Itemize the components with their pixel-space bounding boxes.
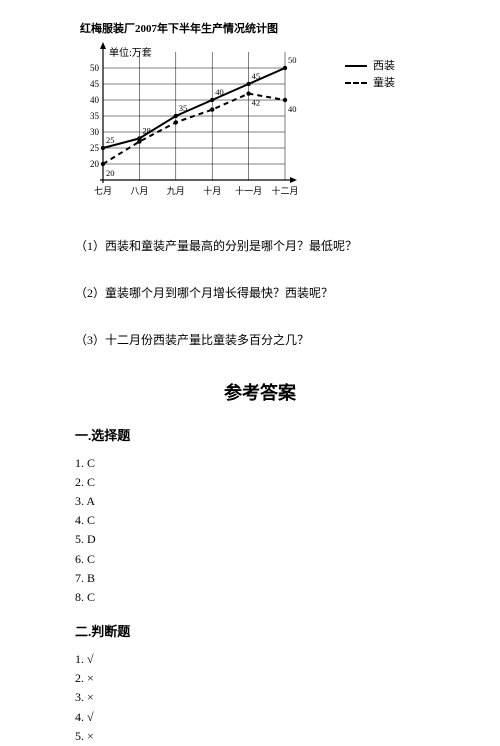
section1-item: 2. C bbox=[75, 473, 445, 492]
chart-legend: 西装 童装 bbox=[345, 58, 395, 91]
section1-item: 8. C bbox=[75, 588, 445, 607]
svg-text:25: 25 bbox=[106, 135, 115, 145]
section1-item: 6. C bbox=[75, 550, 445, 569]
section1-item: 5. D bbox=[75, 530, 445, 549]
svg-text:20: 20 bbox=[106, 168, 115, 178]
svg-text:42: 42 bbox=[252, 98, 261, 108]
legend-item-solid: 西装 bbox=[345, 58, 395, 75]
svg-text:单位:万套: 单位:万套 bbox=[109, 46, 152, 59]
svg-text:30: 30 bbox=[90, 127, 100, 137]
section2-item: 5. × bbox=[75, 727, 445, 746]
legend-label-1: 童装 bbox=[373, 75, 395, 92]
svg-text:50: 50 bbox=[288, 55, 297, 65]
svg-text:35: 35 bbox=[90, 111, 100, 121]
section2-item: 2. × bbox=[75, 669, 445, 688]
section2-item: 3. × bbox=[75, 688, 445, 707]
svg-text:十二月: 十二月 bbox=[271, 185, 298, 196]
question-1: （1）西装和童装产量最高的分别是哪个月？最低呢？ bbox=[75, 237, 445, 256]
svg-text:45: 45 bbox=[90, 79, 100, 89]
question-2: （2）童装哪个月到哪个月增长得最快？西装呢？ bbox=[75, 284, 445, 303]
legend-line-dashed-icon bbox=[345, 82, 367, 84]
section1-answers: 1. C2. C3. A4. C5. D6. C7. B8. C bbox=[75, 454, 445, 608]
section2-answers: 1. √2. ×3. ×4. √5. × bbox=[75, 650, 445, 746]
svg-text:十一月: 十一月 bbox=[235, 185, 262, 196]
section2-item: 4. √ bbox=[75, 708, 445, 727]
svg-text:45: 45 bbox=[252, 71, 261, 81]
svg-text:九月: 九月 bbox=[167, 186, 185, 196]
svg-text:七月: 七月 bbox=[94, 186, 112, 196]
legend-line-solid-icon bbox=[345, 65, 367, 67]
svg-text:40: 40 bbox=[90, 95, 100, 105]
section1-item: 3. A bbox=[75, 492, 445, 511]
svg-text:50: 50 bbox=[90, 63, 100, 73]
svg-text:20: 20 bbox=[90, 159, 100, 169]
section2-header: 二.判断题 bbox=[75, 621, 445, 640]
svg-text:28: 28 bbox=[142, 125, 151, 135]
chart-section: 红梅服装厂2007年下半年生产情况统计图 20 25 30 35 40 45 50 单位:万套… bbox=[75, 20, 445, 209]
question-3: （3）十二月份西装产量比童装多百分之几？ bbox=[75, 331, 445, 350]
line-chart: 20 25 30 35 40 45 50 单位:万套七月 八月 九月 十月 十一月十二月 25 28 35 4… bbox=[75, 40, 305, 205]
section2-item: 1. √ bbox=[75, 650, 445, 669]
answers-title: 参考答案 bbox=[75, 379, 445, 405]
svg-text:40: 40 bbox=[215, 87, 224, 97]
chart-title: 红梅服装厂2007年下半年生产情况统计图 bbox=[80, 20, 445, 36]
section1-header: 一.选择题 bbox=[75, 425, 445, 444]
svg-text:35: 35 bbox=[179, 103, 188, 113]
section1-item: 1. C bbox=[75, 454, 445, 473]
legend-item-dashed: 童装 bbox=[345, 75, 395, 92]
section1-item: 4. C bbox=[75, 511, 445, 530]
legend-label-0: 西装 bbox=[373, 58, 395, 75]
svg-text:40: 40 bbox=[288, 104, 297, 114]
section1-item: 7. B bbox=[75, 569, 445, 588]
chart-container: 20 25 30 35 40 45 50 单位:万套七月 八月 九月 十月 十一月十二月 25 28 35 4… bbox=[75, 40, 445, 209]
svg-text:25: 25 bbox=[90, 143, 100, 153]
svg-text:十月: 十月 bbox=[203, 185, 221, 196]
svg-text:八月: 八月 bbox=[130, 186, 148, 196]
